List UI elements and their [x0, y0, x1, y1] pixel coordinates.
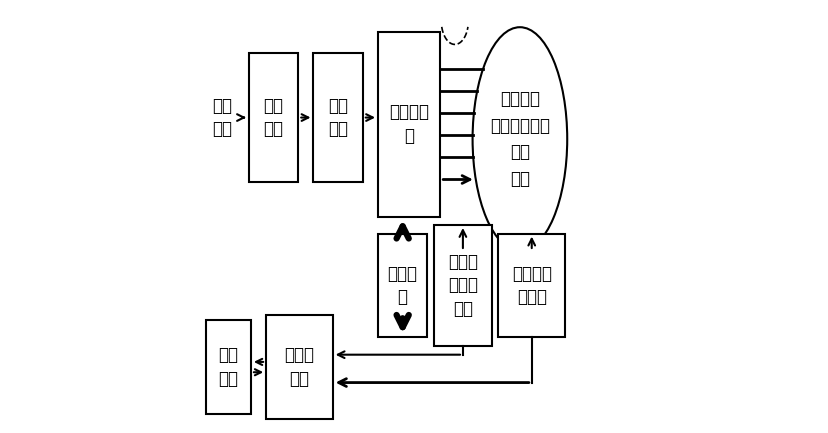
Ellipse shape: [472, 27, 566, 251]
Text: 绕组电
流采集
电路: 绕组电 流采集 电路: [447, 253, 477, 318]
Text: 交流
电压: 交流 电压: [212, 97, 232, 139]
Text: 滤波
电容: 滤波 电容: [328, 97, 348, 139]
Bar: [313, 53, 363, 182]
Text: 人机
接口: 人机 接口: [218, 346, 238, 388]
Bar: [498, 234, 565, 337]
Bar: [378, 32, 440, 216]
Bar: [378, 234, 427, 337]
Bar: [433, 225, 491, 346]
Bar: [205, 320, 251, 414]
Text: 中央控
制器: 中央控 制器: [284, 346, 314, 388]
Text: 六相逆变
器: 六相逆变 器: [388, 103, 429, 145]
Text: 双三相不
对称绕组永磁
同步
电机: 双三相不 对称绕组永磁 同步 电机: [489, 90, 549, 187]
Bar: [248, 53, 298, 182]
Text: 隔离驱
动: 隔离驱 动: [388, 265, 417, 306]
Text: 整流
电路: 整流 电路: [263, 97, 283, 139]
Text: 转子位置
角检测: 转子位置 角检测: [511, 265, 551, 306]
Bar: [266, 316, 332, 419]
